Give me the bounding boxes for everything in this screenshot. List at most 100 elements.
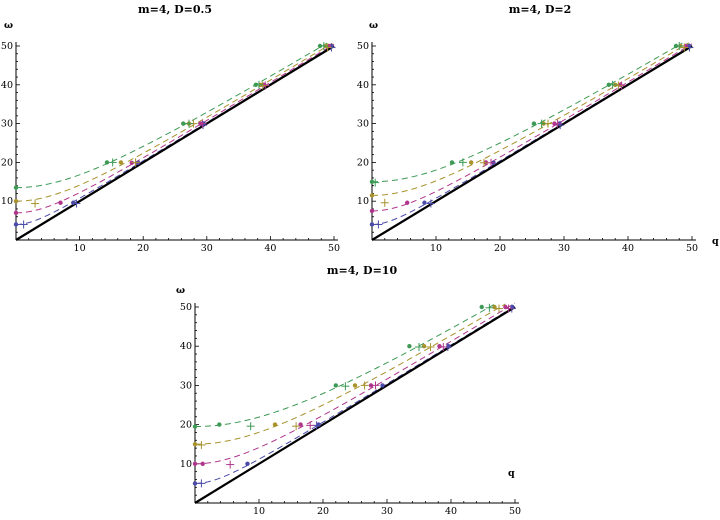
dispersion-curve-n3 bbox=[194, 303, 506, 445]
dispersion-curve-n4 bbox=[15, 42, 328, 189]
data-point-cross bbox=[323, 43, 332, 52]
x-axis-label: q bbox=[712, 236, 719, 247]
data-point-dot bbox=[272, 422, 278, 427]
data-point-cross bbox=[197, 479, 206, 488]
data-point-dot bbox=[217, 422, 222, 427]
y-tick-label: 50 bbox=[180, 302, 192, 313]
y-axis-label: ω bbox=[369, 20, 378, 31]
data-point-dot bbox=[446, 344, 451, 349]
y-axis-label: ω bbox=[176, 285, 185, 296]
data-point-cross bbox=[380, 198, 389, 207]
x-tick-label: 30 bbox=[201, 243, 213, 254]
y-tick-label: 30 bbox=[1, 119, 13, 130]
x-tick-label: 20 bbox=[137, 243, 149, 254]
data-point-dot bbox=[368, 383, 374, 388]
x-axis-label: q bbox=[508, 468, 515, 479]
dispersion-curve-n2 bbox=[15, 43, 335, 214]
data-point-dot bbox=[192, 424, 198, 429]
data-point-cross bbox=[197, 440, 206, 449]
data-point-cross bbox=[226, 460, 235, 469]
data-point-cross bbox=[614, 81, 623, 90]
x-tick-label: 50 bbox=[509, 506, 521, 517]
x-tick-label: 20 bbox=[317, 506, 329, 517]
y-tick-label: 10 bbox=[180, 459, 192, 470]
data-point-dot bbox=[422, 200, 427, 205]
data-point-cross bbox=[246, 422, 255, 431]
data-point-cross bbox=[254, 80, 263, 89]
data-point-cross bbox=[485, 303, 494, 312]
x-tick-label: 10 bbox=[253, 506, 265, 517]
data-point-dot bbox=[369, 222, 375, 227]
y-tick-label: 30 bbox=[180, 380, 192, 391]
y-tick-label: 40 bbox=[357, 80, 369, 91]
x-tick-label: 40 bbox=[622, 243, 634, 254]
data-point-cross bbox=[374, 220, 383, 229]
data-point-dot bbox=[369, 179, 375, 184]
y-tick-label: 10 bbox=[1, 196, 13, 207]
data-point-cross bbox=[458, 158, 467, 167]
y-tick-label: 50 bbox=[1, 41, 13, 52]
chart-title: m=4, D=2 bbox=[509, 3, 572, 16]
x-tick-label: 30 bbox=[558, 243, 570, 254]
x-tick-label: 50 bbox=[328, 243, 340, 254]
data-point-dot bbox=[405, 200, 410, 205]
data-point-cross bbox=[504, 304, 513, 313]
data-point-dot bbox=[192, 481, 198, 486]
data-point-cross bbox=[426, 199, 435, 208]
data-point-dot bbox=[58, 200, 63, 205]
data-point-dot bbox=[469, 160, 474, 165]
x-tick-label: 10 bbox=[430, 243, 442, 254]
y-tick-label: 30 bbox=[357, 119, 369, 130]
dispersion-curve-n2 bbox=[194, 302, 516, 465]
data-point-cross bbox=[341, 382, 350, 391]
data-point-dot bbox=[333, 383, 338, 388]
data-point-cross bbox=[306, 421, 315, 430]
data-point-dot bbox=[192, 461, 198, 466]
data-point-dot bbox=[13, 222, 19, 227]
data-point-cross bbox=[480, 158, 488, 167]
data-point-dot bbox=[369, 208, 375, 214]
data-point-dot bbox=[192, 442, 198, 447]
data-point-dot bbox=[13, 185, 19, 190]
y-tick-label: 50 bbox=[357, 41, 369, 52]
x-tick-label: 40 bbox=[445, 506, 457, 517]
data-point-cross bbox=[108, 158, 117, 167]
data-point-cross bbox=[415, 342, 423, 351]
plot-area: 10 20 30 40 50 10 20 30 40 50 bbox=[180, 302, 521, 517]
data-point-cross bbox=[198, 119, 207, 128]
reference-line-omega-equals-q bbox=[371, 45, 693, 241]
data-point-cross bbox=[439, 342, 448, 351]
data-point-cross bbox=[487, 158, 496, 167]
dispersion-curve-n4 bbox=[371, 42, 683, 183]
data-point-dot bbox=[181, 121, 186, 126]
data-point-dot bbox=[352, 383, 358, 388]
x-tick-label: 10 bbox=[74, 243, 86, 254]
data-point-cross bbox=[371, 178, 380, 187]
plot-area: 10 20 30 40 50 10 20 30 40 50 bbox=[357, 41, 698, 254]
x-tick-label: 20 bbox=[494, 243, 506, 254]
chart-title: m=4, D=10 bbox=[327, 264, 398, 277]
data-point-dot bbox=[479, 304, 484, 310]
chart-m4-d2: m=4, D=2 ω q 10 20 30 40 50 10 20 30 40 50 bbox=[357, 3, 719, 254]
data-point-dot bbox=[118, 160, 124, 165]
data-point-cross bbox=[495, 304, 503, 313]
data-point-cross bbox=[537, 119, 546, 128]
x-tick-label: 30 bbox=[381, 506, 393, 517]
data-point-dot bbox=[71, 200, 76, 205]
reference-line-omega-equals-q bbox=[194, 306, 516, 504]
data-point-cross bbox=[31, 199, 40, 208]
data-point-dot bbox=[380, 383, 385, 388]
data-point-dot bbox=[200, 461, 205, 466]
y-tick-label: 20 bbox=[180, 420, 192, 431]
data-point-cross bbox=[680, 43, 689, 52]
data-point-cross bbox=[608, 80, 617, 89]
data-point-dot bbox=[449, 160, 455, 165]
data-point-cross bbox=[131, 158, 140, 167]
data-point-cross bbox=[675, 42, 684, 50]
x-tick-label: 40 bbox=[264, 243, 276, 254]
y-tick-label: 20 bbox=[1, 157, 13, 168]
x-tick-label: 50 bbox=[686, 243, 698, 254]
data-point-cross bbox=[292, 422, 301, 431]
